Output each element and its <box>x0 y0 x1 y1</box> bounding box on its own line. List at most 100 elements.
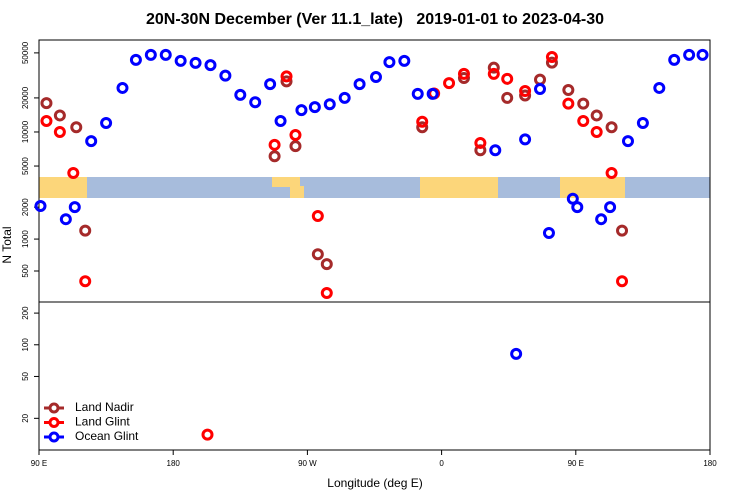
y-tick-label: 2000 <box>21 198 30 216</box>
point <box>289 140 302 153</box>
legend-label: Ocean Glint <box>75 429 139 443</box>
point <box>487 61 500 74</box>
point <box>201 428 214 441</box>
point <box>70 121 83 134</box>
x-tick-label: 180 <box>703 459 717 468</box>
point <box>595 213 608 226</box>
point <box>590 109 603 122</box>
legend-marker <box>48 431 60 443</box>
point <box>311 248 324 261</box>
point <box>174 54 187 67</box>
point <box>501 91 514 104</box>
x-tick-label: 90 E <box>568 459 584 468</box>
point <box>621 135 634 148</box>
point <box>545 50 558 63</box>
point <box>519 89 532 102</box>
y-tick-label: 50 <box>21 371 30 380</box>
map-strip <box>39 177 710 198</box>
point <box>59 213 72 226</box>
point <box>668 53 681 66</box>
point <box>416 121 429 134</box>
point <box>683 48 696 61</box>
point <box>34 200 47 213</box>
y-axis-label: N Total <box>0 226 14 263</box>
x-tick-label: 90 W <box>298 459 317 468</box>
legend-label: Land Nadir <box>75 400 134 414</box>
point <box>353 78 366 91</box>
point <box>189 56 202 69</box>
point <box>40 97 53 110</box>
point <box>519 133 532 146</box>
point <box>264 78 277 91</box>
point <box>510 347 523 360</box>
y-tick-label: 200 <box>21 306 30 320</box>
point <box>590 125 603 138</box>
point <box>311 210 324 223</box>
point <box>85 135 98 148</box>
point <box>67 166 80 179</box>
point <box>562 83 575 96</box>
point <box>534 73 547 86</box>
point <box>53 125 66 138</box>
point <box>616 275 629 288</box>
point <box>79 275 92 288</box>
point <box>129 53 142 66</box>
point <box>605 166 618 179</box>
point <box>457 71 470 84</box>
x-tick-label: 90 E <box>31 459 47 468</box>
y-tick-label: 20000 <box>21 86 30 109</box>
point <box>562 97 575 110</box>
point <box>289 129 302 142</box>
point <box>53 109 66 122</box>
point <box>577 97 590 110</box>
point <box>159 48 172 61</box>
point <box>295 104 308 117</box>
point <box>383 56 396 69</box>
y-tick-label: 50000 <box>21 41 30 64</box>
point <box>204 59 217 72</box>
plot-frame <box>38 39 711 451</box>
legend-label: Land Glint <box>75 415 130 429</box>
point <box>411 87 424 100</box>
point <box>40 115 53 128</box>
y-tick-label: 500 <box>21 264 30 278</box>
point <box>398 54 411 67</box>
y-tick-label: 20 <box>21 413 30 422</box>
point <box>545 56 558 69</box>
point <box>79 224 92 237</box>
point <box>696 48 709 61</box>
legend-marker <box>48 417 60 428</box>
point <box>474 144 487 157</box>
point <box>219 69 232 82</box>
point <box>268 150 281 163</box>
point <box>616 224 629 237</box>
point <box>249 96 262 109</box>
point <box>338 91 351 104</box>
point <box>280 70 293 83</box>
x-axis-label: Longitude (deg E) <box>327 476 422 490</box>
point <box>636 117 649 130</box>
x-tick-label: 180 <box>167 459 181 468</box>
point <box>274 115 287 128</box>
y-tick-label: 100 <box>21 338 30 352</box>
point <box>577 115 590 128</box>
point <box>323 98 336 111</box>
y-tick-label: 5000 <box>21 157 30 175</box>
point <box>369 71 382 84</box>
chart-title: 20N-30N December (Ver 11.1_late) 2019-01… <box>146 11 604 28</box>
x-tick-label: 0 <box>439 459 444 468</box>
point <box>457 67 470 80</box>
point <box>144 48 157 61</box>
point <box>308 101 321 114</box>
point <box>571 201 584 214</box>
point <box>280 75 293 88</box>
point <box>320 258 333 271</box>
point <box>474 136 487 149</box>
y-tick-label: 10000 <box>21 120 30 143</box>
point <box>268 138 281 151</box>
y-tick-label: 1000 <box>21 230 30 248</box>
point <box>416 115 429 128</box>
point <box>604 201 617 214</box>
point <box>519 85 532 98</box>
point <box>68 201 81 214</box>
